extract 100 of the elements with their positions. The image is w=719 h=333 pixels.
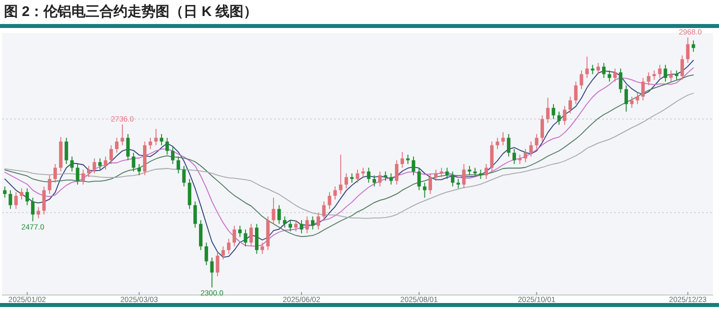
candlestick bbox=[104, 156, 108, 170]
candlestick bbox=[506, 134, 510, 157]
candlestick bbox=[394, 160, 398, 186]
candlestick bbox=[412, 156, 416, 176]
candlestick bbox=[199, 220, 202, 251]
candlestick bbox=[316, 212, 320, 230]
candlestick bbox=[126, 134, 130, 161]
candlestick bbox=[137, 164, 141, 176]
candlestick bbox=[3, 186, 7, 198]
candlestick bbox=[160, 134, 164, 146]
candlestick bbox=[652, 70, 656, 80]
candlestick bbox=[254, 223, 258, 254]
candlestick bbox=[692, 40, 696, 52]
candlestick bbox=[221, 246, 225, 260]
candlestick bbox=[361, 167, 365, 178]
candlestick bbox=[422, 182, 426, 198]
candlestick bbox=[372, 174, 376, 187]
candlestick bbox=[36, 206, 40, 219]
candlestick bbox=[618, 68, 622, 94]
candlestick bbox=[674, 70, 678, 80]
candlestick bbox=[641, 77, 645, 101]
candlestick bbox=[613, 68, 617, 82]
candlestick bbox=[92, 158, 96, 174]
candlestick bbox=[238, 225, 242, 238]
candlestick bbox=[445, 167, 449, 180]
candlestick bbox=[534, 134, 538, 150]
candlestick bbox=[249, 223, 253, 247]
candlestick bbox=[244, 229, 248, 247]
candlestick bbox=[272, 197, 276, 224]
candlestick bbox=[310, 216, 314, 230]
candlestick bbox=[366, 167, 370, 184]
candlestick bbox=[602, 62, 606, 78]
candlestick bbox=[8, 190, 12, 210]
candlestick bbox=[462, 164, 466, 189]
candlestick bbox=[384, 171, 388, 182]
candlestick bbox=[171, 146, 174, 164]
candlestick bbox=[227, 238, 230, 254]
candlestick bbox=[580, 70, 584, 90]
candlestick bbox=[48, 174, 52, 194]
candlestick bbox=[115, 137, 119, 154]
candlestick bbox=[596, 62, 600, 75]
candlestick bbox=[176, 156, 180, 174]
candlestick bbox=[630, 96, 634, 108]
candlestick bbox=[204, 242, 208, 266]
candlestick bbox=[282, 216, 286, 228]
candlestick bbox=[210, 257, 214, 288]
candlestick bbox=[468, 165, 472, 176]
candlestick bbox=[574, 81, 578, 105]
candlestick bbox=[428, 172, 432, 194]
candlestick bbox=[87, 165, 91, 178]
candlestick bbox=[518, 154, 522, 164]
candlestick bbox=[154, 128, 158, 146]
candlestick bbox=[608, 70, 612, 82]
candlestick bbox=[305, 216, 309, 234]
candlestick bbox=[501, 132, 505, 146]
candlestick bbox=[524, 148, 528, 163]
candlestick bbox=[529, 141, 533, 157]
candlestick bbox=[636, 92, 640, 105]
title: 图 2：伦铝电三合约走势图（日 K 线图） bbox=[4, 3, 258, 19]
candlestick bbox=[193, 200, 197, 228]
candlestick bbox=[546, 97, 550, 124]
candlestick bbox=[568, 96, 572, 114]
candlestick bbox=[165, 137, 169, 156]
candlestick bbox=[120, 124, 124, 146]
candlestick bbox=[20, 188, 24, 200]
candlestick bbox=[562, 106, 566, 126]
candlestick bbox=[70, 156, 74, 172]
candlestick bbox=[473, 167, 477, 178]
candlestick bbox=[322, 200, 326, 221]
candlestick bbox=[646, 72, 650, 86]
candlestick bbox=[456, 178, 460, 189]
candlestick bbox=[658, 64, 662, 78]
candlestick bbox=[350, 172, 354, 184]
candlestick bbox=[288, 220, 292, 232]
candlestick bbox=[333, 186, 337, 200]
candlestick bbox=[132, 152, 136, 172]
candlestick bbox=[512, 148, 516, 164]
candlestick bbox=[109, 144, 113, 164]
candlestick bbox=[378, 171, 382, 187]
candlestick bbox=[216, 252, 220, 277]
candlestick bbox=[25, 188, 29, 206]
candlestick bbox=[680, 55, 684, 80]
candlestick bbox=[148, 137, 152, 150]
candlestick bbox=[81, 169, 85, 186]
candlestick bbox=[294, 220, 298, 232]
candlestick bbox=[664, 64, 668, 82]
candlestick bbox=[686, 37, 690, 64]
candlestick bbox=[440, 167, 444, 178]
candlestick bbox=[338, 154, 342, 194]
candlestick bbox=[585, 56, 589, 78]
candlestick bbox=[669, 70, 673, 82]
candlestick bbox=[540, 114, 544, 142]
candlestick bbox=[300, 220, 304, 234]
candlestick bbox=[496, 137, 500, 150]
candlestick bbox=[389, 172, 393, 186]
candlestick bbox=[484, 164, 488, 180]
candlestick bbox=[53, 164, 57, 184]
candlestick bbox=[400, 152, 404, 168]
candlestick bbox=[450, 171, 454, 187]
candlestick bbox=[624, 84, 628, 112]
